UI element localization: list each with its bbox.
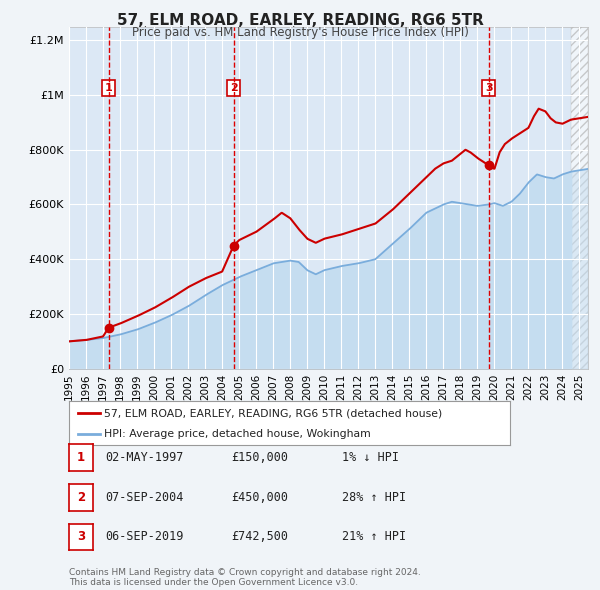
Text: £150,000: £150,000 — [231, 451, 288, 464]
Text: 3: 3 — [77, 530, 85, 543]
Text: HPI: Average price, detached house, Wokingham: HPI: Average price, detached house, Woki… — [104, 428, 371, 438]
Text: Price paid vs. HM Land Registry's House Price Index (HPI): Price paid vs. HM Land Registry's House … — [131, 26, 469, 39]
Text: 57, ELM ROAD, EARLEY, READING, RG6 5TR: 57, ELM ROAD, EARLEY, READING, RG6 5TR — [116, 13, 484, 28]
Text: £450,000: £450,000 — [231, 491, 288, 504]
Text: 1% ↓ HPI: 1% ↓ HPI — [342, 451, 399, 464]
Text: 2: 2 — [77, 491, 85, 504]
Text: 1: 1 — [105, 83, 113, 93]
Text: 28% ↑ HPI: 28% ↑ HPI — [342, 491, 406, 504]
Text: 06-SEP-2019: 06-SEP-2019 — [105, 530, 184, 543]
Text: 21% ↑ HPI: 21% ↑ HPI — [342, 530, 406, 543]
Text: 57, ELM ROAD, EARLEY, READING, RG6 5TR (detached house): 57, ELM ROAD, EARLEY, READING, RG6 5TR (… — [104, 408, 443, 418]
Text: £742,500: £742,500 — [231, 530, 288, 543]
Text: 07-SEP-2004: 07-SEP-2004 — [105, 491, 184, 504]
Text: 1: 1 — [77, 451, 85, 464]
Text: 2: 2 — [230, 83, 238, 93]
Text: Contains HM Land Registry data © Crown copyright and database right 2024.
This d: Contains HM Land Registry data © Crown c… — [69, 568, 421, 587]
Text: 02-MAY-1997: 02-MAY-1997 — [105, 451, 184, 464]
Text: 3: 3 — [485, 83, 493, 93]
Bar — [571, 27, 588, 369]
